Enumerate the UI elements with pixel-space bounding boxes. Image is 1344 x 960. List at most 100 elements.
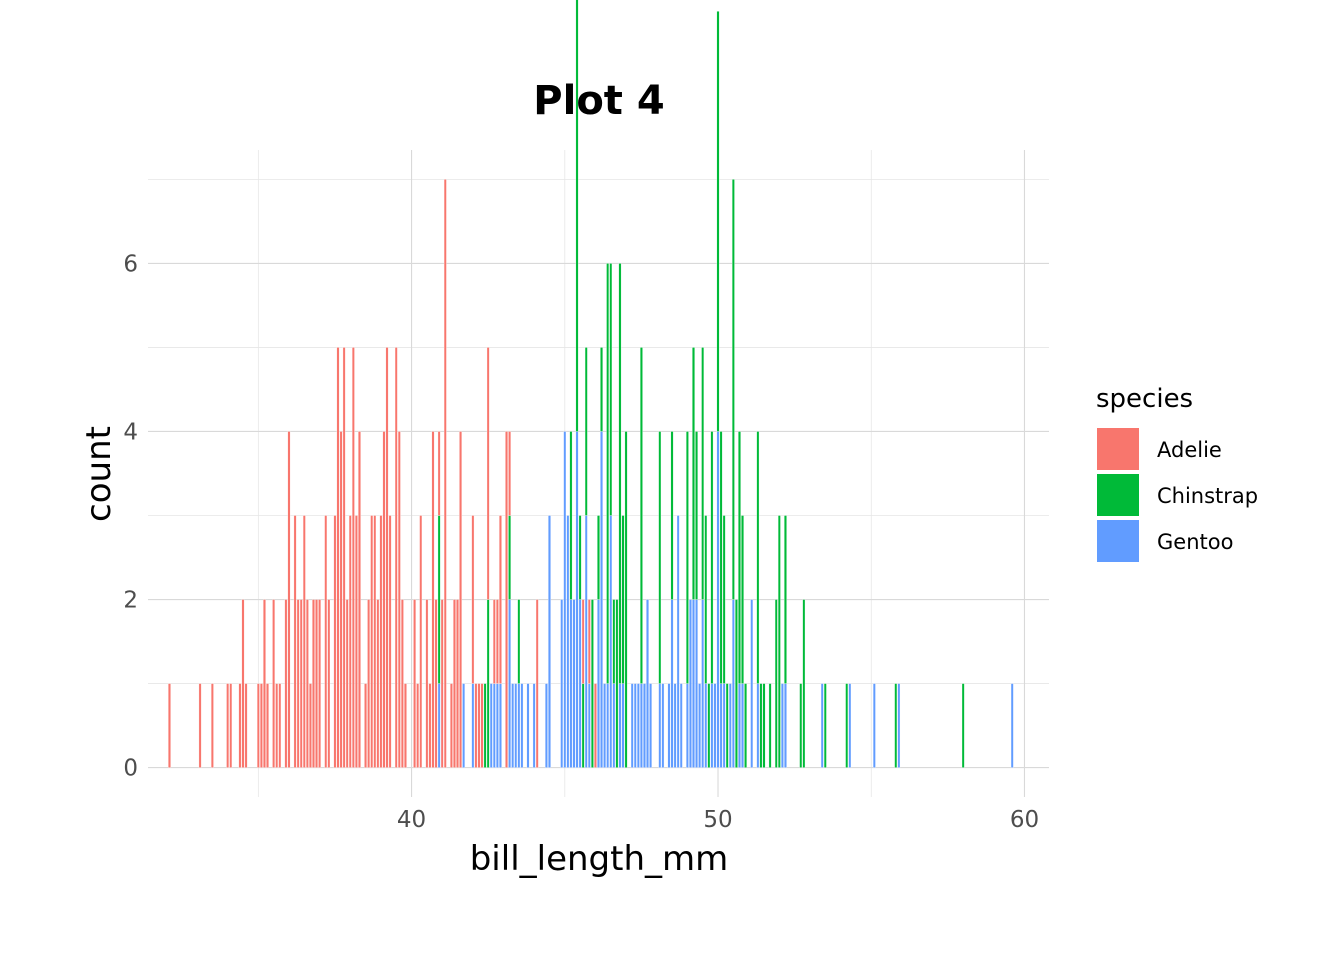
bar-gentoo [781,683,784,768]
bar-chinstrap [701,347,705,600]
bar-gentoo [667,683,671,768]
x-tick-label: 60 [1010,807,1039,833]
bar-adelie [453,599,456,768]
bar-gentoo [514,683,518,768]
bar-adelie [401,599,404,768]
bar-gentoo [679,683,683,768]
bar-gentoo [676,515,680,768]
bar-gentoo [728,683,732,768]
bar-chinstrap [719,431,723,684]
bar-adelie [416,683,420,768]
bar-adelie [324,515,328,768]
bar-chinstrap [621,515,625,684]
bar-adelie [434,599,438,768]
bar-adelie [293,515,297,768]
bar-adelie [287,431,291,768]
bar-gentoo [897,683,901,768]
bar-chinstrap [600,347,603,432]
bar-adelie [312,599,315,768]
y-tick-label: 2 [123,588,138,614]
bar-chinstrap [774,599,778,768]
bar-gentoo [732,599,735,768]
bar-chinstrap [802,599,806,768]
bar-adelie [256,683,260,768]
bar-gentoo [526,683,530,768]
bar-chinstrap [640,347,643,684]
x-tick-label: 40 [397,807,426,833]
x-axis-title: bill_length_mm [470,839,729,879]
bar-chinstrap [581,683,585,768]
legend-label-chinstrap: Chinstrap [1157,484,1258,508]
bar-gentoo [508,599,511,768]
legend-key-adelie [1097,428,1139,470]
bar-adelie [339,431,343,768]
y-axis-title: count [79,426,119,522]
bar-chinstrap [591,599,594,768]
bar-gentoo [673,683,677,768]
bar-chinstrap [624,431,628,768]
bar-gentoo [689,599,692,768]
bar-adelie [241,599,245,768]
bar-adelie [266,683,269,768]
bar-chinstrap [486,599,490,768]
bar-chinstrap [612,599,616,684]
bar-gentoo [695,599,698,768]
bar-gentoo [560,599,564,768]
bar-adelie [404,683,407,768]
legend-items: Adelie Chinstrap Gentoo [1097,428,1258,562]
bar-adelie [272,599,275,768]
bar-gentoo [584,515,588,768]
bar-gentoo [606,683,610,768]
bar-gentoo [566,515,570,768]
bar-gentoo [738,683,741,768]
bar-gentoo [471,683,475,768]
x-tick-label: 50 [703,807,732,833]
bar-adelie [581,599,585,684]
bar-gentoo [848,683,852,768]
bar-adelie [385,347,389,768]
bar-adelie [327,599,331,768]
bar-gentoo [686,683,689,768]
bar-gentoo [563,431,567,768]
bar-adelie [198,683,202,768]
bar-chinstrap [735,599,738,768]
bar-adelie [278,683,282,768]
bar-chinstrap [759,683,763,768]
bar-adelie [376,599,380,768]
bar-adelie [431,431,435,768]
bar-adelie [437,431,441,516]
bar-chinstrap [615,599,619,768]
bar-chinstrap [777,515,781,768]
bar-adelie [370,515,374,768]
bar-adelie [496,599,499,684]
bar-adelie [419,515,423,768]
bar-adelie [397,431,401,768]
bar-gentoo [692,599,695,768]
bar-gentoo [600,431,603,768]
bar-gentoo [719,683,723,768]
bar-adelie [480,683,484,768]
bar-gentoo [462,683,465,768]
bar-gentoo [597,599,600,768]
bar-adelie [260,683,263,768]
bar-chinstrap [732,179,735,600]
bar-gentoo [520,683,524,768]
bar-gentoo [633,683,637,768]
bar-chinstrap [707,683,711,768]
bar-gentoo [609,515,613,768]
bar-chinstrap [722,515,726,684]
bar-chinstrap [606,263,610,684]
bar-chinstrap [762,683,766,768]
bar-adelie [336,347,340,768]
bar-chinstrap [894,683,898,768]
bar-adelie [318,599,321,768]
bars-layer [168,0,1014,768]
bar-gentoo [621,683,625,768]
bar-adelie [342,347,346,768]
bar-adelie [345,599,349,768]
bar-gentoo [646,599,649,768]
bar-gentoo [517,683,521,768]
bar-chinstrap [823,683,827,768]
bar-adelie [364,683,367,768]
bar-adelie [168,683,171,768]
